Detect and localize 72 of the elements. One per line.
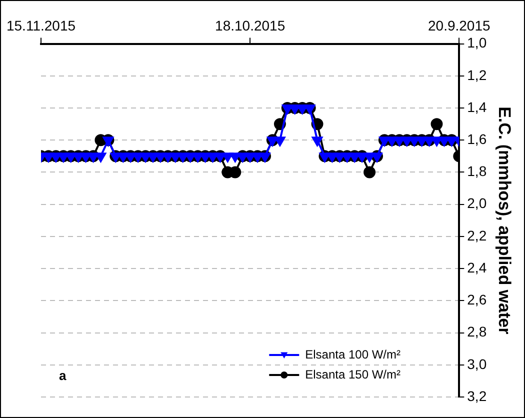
point: [214, 152, 226, 162]
y-tick-label: 1,0: [467, 34, 487, 51]
point: [102, 136, 114, 146]
x-tick-label: 18.10.2015: [215, 17, 286, 34]
point: [409, 136, 420, 146]
point: [237, 152, 248, 162]
point: [244, 152, 256, 162]
point: [364, 166, 376, 178]
point: [416, 136, 428, 146]
annotation: a: [59, 368, 67, 384]
point: [185, 152, 196, 162]
legend-label: Elsanta 150 W/m²: [305, 367, 401, 382]
y-tick-label: 2,2: [467, 227, 487, 244]
point: [274, 136, 286, 146]
point: [394, 136, 405, 146]
point: [148, 152, 158, 162]
point: [424, 136, 435, 146]
point: [446, 136, 457, 146]
y-tick-label: 2,6: [467, 292, 487, 308]
x-tick-label: 20.9.2015: [428, 17, 490, 34]
point: [438, 136, 450, 146]
point: [356, 152, 368, 162]
point: [230, 152, 240, 162]
point: [58, 152, 69, 162]
y-axis-title: E.C. (mmhos), applied water: [495, 106, 514, 335]
point: [118, 152, 128, 162]
point: [110, 152, 121, 162]
point: [43, 152, 54, 162]
point: [192, 152, 204, 162]
y-tick-label: 2,8: [467, 324, 487, 340]
point: [88, 152, 99, 162]
point: [207, 152, 218, 162]
point: [222, 152, 233, 162]
point: [140, 152, 151, 162]
y-tick-label: 3,0: [467, 356, 487, 372]
point: [312, 136, 323, 146]
point: [326, 152, 338, 162]
point: [364, 152, 375, 162]
y-tick-label: 3,2: [467, 388, 487, 404]
point: [430, 118, 443, 130]
point: [73, 152, 84, 162]
y-tick-label: 2,4: [467, 259, 487, 276]
point: [386, 136, 398, 146]
point: [379, 136, 390, 146]
point: [80, 152, 92, 162]
y-tick-label: 1,6: [467, 130, 487, 147]
point: [319, 152, 330, 162]
point: [349, 152, 360, 162]
point: [170, 152, 181, 162]
point: [372, 152, 382, 162]
point: [66, 152, 76, 162]
point: [267, 136, 278, 146]
point: [252, 152, 263, 162]
point: [342, 152, 352, 162]
point: [260, 152, 270, 162]
point: [162, 152, 174, 162]
point: [200, 152, 211, 162]
point: [334, 152, 345, 162]
x-tick-label: 15.11.2015: [6, 17, 76, 34]
point: [125, 152, 136, 162]
point: [178, 152, 188, 162]
point: [132, 152, 144, 162]
point: [155, 152, 166, 162]
point: [50, 152, 62, 162]
y-tick-label: 2,0: [467, 195, 487, 212]
point: [402, 136, 412, 146]
y-tick-label: 1,2: [467, 66, 487, 83]
y-tick-label: 1,8: [467, 163, 487, 180]
legend-label: Elsanta 100 W/m²: [305, 347, 401, 362]
point: [431, 136, 442, 146]
point: [95, 152, 106, 162]
y-tick-label: 1,4: [467, 98, 487, 115]
